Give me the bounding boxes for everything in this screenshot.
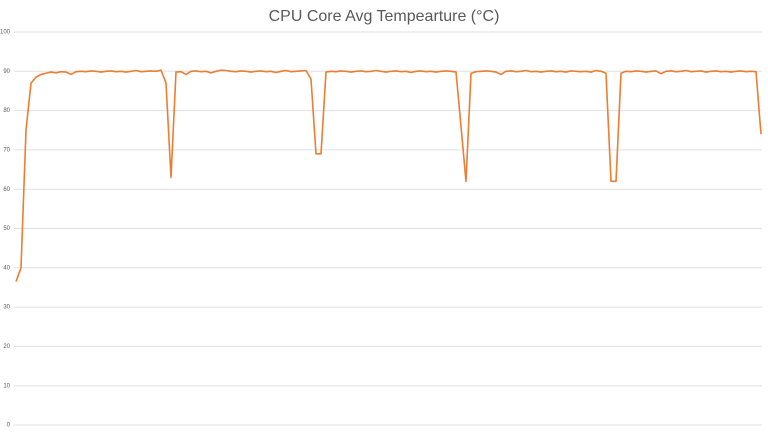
y-tick-label: 0 xyxy=(7,423,11,429)
y-tick-label: 70 xyxy=(3,147,10,153)
y-tick-label: 90 xyxy=(3,69,10,75)
y-tick-label: 100 xyxy=(0,30,11,36)
y-tick-label: 50 xyxy=(3,226,10,232)
y-tick-label: 80 xyxy=(3,108,10,114)
data-line xyxy=(15,69,762,282)
y-tick-label: 10 xyxy=(3,383,10,389)
y-tick-label: 20 xyxy=(3,344,10,350)
chart-title: CPU Core Avg Tempearture (°C) xyxy=(269,8,500,25)
y-tick-label: 30 xyxy=(3,305,10,311)
y-tick-label: 40 xyxy=(3,265,10,271)
y-tick-label: 60 xyxy=(3,187,10,193)
